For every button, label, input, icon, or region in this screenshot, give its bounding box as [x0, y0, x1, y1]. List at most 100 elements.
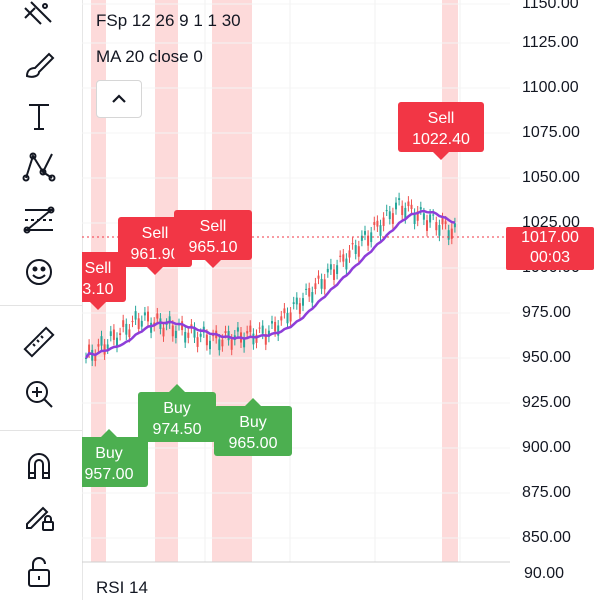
candle — [348, 250, 351, 258]
signal-label-sell: Sell 965.10 — [174, 210, 252, 268]
candle — [314, 283, 317, 289]
candle — [165, 323, 168, 325]
candle — [137, 318, 140, 329]
signal-label-sell: Sell 3.10 — [82, 252, 126, 310]
signal-box — [82, 252, 126, 302]
signal-pointer — [90, 302, 106, 310]
price-tick: 875.00 — [522, 484, 571, 501]
candle — [333, 269, 335, 280]
price-tick: 850.00 — [522, 529, 571, 546]
candle — [379, 225, 382, 236]
signal-box — [138, 392, 216, 442]
drawing-toolbar — [0, 0, 83, 600]
candle — [112, 329, 115, 340]
candle — [292, 302, 295, 305]
collapse-legend-button[interactable] — [96, 80, 142, 118]
signal-pointer — [433, 152, 449, 160]
ma-line — [84, 209, 456, 359]
candle — [435, 222, 438, 231]
signal-label-sell: Sell 1022.40 — [398, 102, 484, 160]
signal-band — [155, 0, 178, 562]
candle — [106, 344, 109, 349]
candle — [150, 322, 153, 333]
unlock-icon[interactable] — [16, 552, 62, 592]
signal-band — [212, 0, 252, 562]
signal-pointer — [169, 384, 185, 392]
candle — [395, 202, 397, 210]
text-icon[interactable] — [16, 96, 62, 136]
candle — [91, 349, 94, 361]
crosshair-lines-icon[interactable] — [16, 0, 62, 34]
candle — [255, 334, 258, 343]
candle — [391, 213, 394, 224]
candle — [128, 329, 131, 338]
candle — [97, 344, 100, 347]
candle — [422, 213, 425, 220]
candle — [426, 220, 428, 231]
candle — [134, 311, 137, 320]
candle — [367, 235, 370, 246]
candle — [187, 332, 190, 338]
candle — [109, 331, 112, 337]
price-tick: 900.00 — [522, 439, 571, 456]
candle — [184, 332, 187, 343]
price-tick: 950.00 — [522, 349, 571, 366]
candle — [277, 325, 280, 336]
ma-legend: MA 20 close 0 — [96, 47, 203, 66]
candle — [156, 313, 159, 319]
candle — [413, 213, 416, 224]
candle — [345, 258, 348, 270]
price-tick: 975.00 — [522, 304, 571, 321]
candle — [162, 327, 165, 337]
candle — [329, 264, 332, 270]
price-chart[interactable]: Sell 3.10 Sell 961.90 Sell 965.10 Sell 1022.40 B… — [82, 0, 510, 600]
candle — [258, 327, 261, 329]
signal-type: Sell — [428, 110, 455, 127]
candle — [342, 254, 345, 262]
emoji-icon[interactable] — [16, 252, 62, 292]
toolbar-divider — [0, 305, 82, 306]
candle — [212, 335, 215, 337]
ruler-icon[interactable] — [16, 322, 62, 362]
signal-price: 1022.40 — [412, 131, 470, 148]
zoom-in-icon[interactable] — [16, 374, 62, 414]
rsi-axis-tick: 90.00 — [524, 565, 565, 582]
candle — [401, 205, 404, 216]
candle — [339, 255, 342, 257]
candle — [230, 339, 233, 350]
candle — [119, 333, 122, 336]
signal-price: 957.00 — [85, 466, 134, 483]
candle — [224, 331, 227, 333]
candle — [388, 211, 391, 220]
candle — [131, 321, 134, 323]
candle — [450, 228, 453, 239]
signal-type: Buy — [239, 414, 267, 431]
candle — [447, 230, 450, 240]
candle — [261, 325, 264, 334]
candle — [311, 292, 314, 303]
signal-label-sell: Sell 961.90 — [118, 217, 192, 275]
candle — [320, 278, 323, 289]
price-tick: 1075.00 — [522, 124, 580, 141]
candle — [419, 207, 422, 210]
candle — [404, 207, 407, 219]
pattern-icon[interactable] — [16, 146, 62, 186]
brush-icon[interactable] — [16, 44, 62, 84]
fib-icon[interactable] — [16, 200, 62, 240]
candle — [205, 334, 208, 346]
candle — [274, 321, 277, 332]
candle — [199, 333, 202, 337]
signal-price: 961.90 — [131, 246, 180, 263]
candle — [246, 331, 249, 334]
candle — [429, 214, 432, 223]
candle — [370, 232, 373, 243]
lock-edit-icon[interactable] — [16, 496, 62, 536]
magnet-icon[interactable] — [16, 446, 62, 486]
candle — [398, 198, 401, 201]
candle — [295, 297, 298, 305]
signal-label-buy: Buy 974.50 — [138, 384, 216, 442]
signal-label-buy: Buy 965.00 — [214, 398, 292, 456]
candle — [283, 308, 286, 314]
price-axis[interactable]: 1150.00 1125.00 1100.00 1075.00 1050.00 1025.… — [510, 0, 600, 600]
current-price: 1017.00 — [521, 229, 579, 246]
